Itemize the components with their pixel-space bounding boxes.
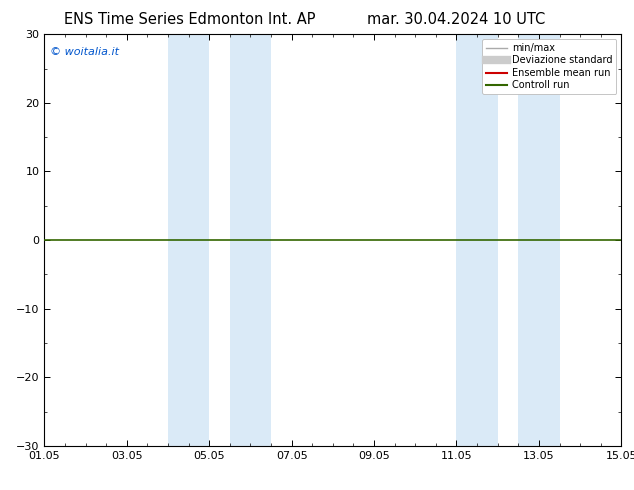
Bar	[230, 34, 271, 446]
Bar	[456, 34, 498, 446]
Bar	[518, 34, 559, 446]
Text: mar. 30.04.2024 10 UTC: mar. 30.04.2024 10 UTC	[367, 12, 546, 27]
Text: ENS Time Series Edmonton Int. AP: ENS Time Series Edmonton Int. AP	[65, 12, 316, 27]
Bar	[168, 34, 209, 446]
Legend: min/max, Deviazione standard, Ensemble mean run, Controll run: min/max, Deviazione standard, Ensemble m…	[482, 39, 616, 94]
Text: © woitalia.it: © woitalia.it	[50, 47, 119, 57]
